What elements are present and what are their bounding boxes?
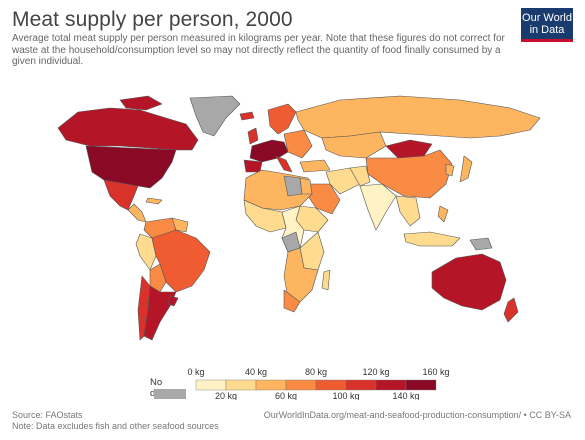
region-indonesia[interactable]	[403, 231, 461, 247]
region-pakistan[interactable]	[349, 165, 371, 187]
legend-tick-upper-2: 80 kg	[305, 367, 327, 377]
region-korea[interactable]	[445, 163, 455, 177]
chart-subtitle: Average total meat supply per person mea…	[12, 33, 505, 67]
legend-bin-7	[405, 379, 437, 391]
region-egypt[interactable]	[299, 177, 313, 195]
region-papua[interactable]	[469, 237, 493, 251]
legend-bin-6	[375, 379, 407, 391]
region-mongolia[interactable]	[385, 139, 433, 159]
legend-tick-lower-1: 60 kg	[275, 391, 297, 400]
region-russia[interactable]	[295, 95, 541, 139]
legend-tick-upper-3: 120 kg	[362, 367, 389, 377]
region-madagascar[interactable]	[321, 269, 331, 291]
region-turkey[interactable]	[299, 159, 331, 173]
footer-left: Source: FAOstats Note: Data excludes fis…	[12, 410, 219, 432]
region-iran[interactable]	[325, 167, 361, 195]
region-philippines[interactable]	[437, 205, 449, 223]
legend-bin-5	[345, 379, 377, 391]
region-guianas[interactable]	[171, 217, 189, 233]
region-cuba[interactable]	[145, 197, 163, 205]
region-southern-africa[interactable]	[283, 247, 319, 303]
region-kazakhstan[interactable]	[321, 131, 387, 159]
region-uk[interactable]	[247, 127, 259, 145]
region-japan[interactable]	[459, 155, 473, 183]
region-canada[interactable]	[57, 107, 199, 151]
region-indochina[interactable]	[395, 195, 421, 227]
region-greenland[interactable]	[189, 95, 241, 137]
legend-bin-4	[315, 379, 347, 391]
region-uruguay[interactable]	[167, 295, 179, 307]
region-east-africa[interactable]	[299, 231, 325, 271]
region-italy[interactable]	[275, 155, 293, 173]
legend-tick-lower-3: 140 kg	[392, 391, 419, 400]
region-china[interactable]	[365, 149, 453, 199]
source-text: Source: FAOstats	[12, 410, 83, 420]
legend-bin-2	[255, 379, 287, 391]
legend-bin-0	[195, 379, 227, 391]
legend-tick-lower-2: 100 kg	[332, 391, 359, 400]
world-map[interactable]	[0, 70, 585, 360]
legend-no-data-swatch	[154, 389, 186, 399]
legend-tick-upper-1: 40 kg	[245, 367, 267, 377]
note-text: Note: Data excludes fish and other seafo…	[12, 421, 219, 431]
region-arctic-islands[interactable]	[119, 95, 163, 111]
legend-tick-upper-0: 0 kg	[187, 367, 204, 377]
legend-tick-lower-0: 20 kg	[215, 391, 237, 400]
region-iceland[interactable]	[239, 111, 255, 121]
region-central-america[interactable]	[127, 203, 147, 223]
region-eastern-europe[interactable]	[283, 129, 313, 159]
region-india[interactable]	[359, 183, 397, 231]
region-australia[interactable]	[431, 253, 507, 311]
region-south-africa[interactable]	[283, 289, 301, 313]
legend-bin-3	[285, 379, 317, 391]
logo-line-2: in Data	[529, 24, 565, 36]
chart-title: Meat supply per person, 2000	[12, 8, 293, 31]
region-iberia[interactable]	[243, 159, 263, 173]
region-brazil[interactable]	[151, 229, 211, 293]
region-argentina[interactable]	[143, 285, 177, 341]
region-usa[interactable]	[85, 145, 177, 189]
region-west-africa[interactable]	[243, 199, 287, 233]
legend-tick-upper-4: 160 kg	[422, 367, 449, 377]
region-new-zealand[interactable]	[503, 297, 519, 323]
footer-url[interactable]: OurWorldInData.org/meat-and-seafood-prod…	[263, 410, 571, 420]
legend-bin-1	[225, 379, 257, 391]
region-bolivia[interactable]	[149, 263, 167, 293]
owid-logo[interactable]: Our World in Data	[521, 8, 573, 42]
region-scandinavia[interactable]	[267, 103, 297, 135]
logo-line-1: Our World	[522, 12, 572, 24]
legend-scale: 0 kg 40 kg 80 kg 120 kg 160 kg 20 kg 60 kg 100 …	[187, 367, 449, 400]
region-western-europe[interactable]	[249, 139, 289, 163]
